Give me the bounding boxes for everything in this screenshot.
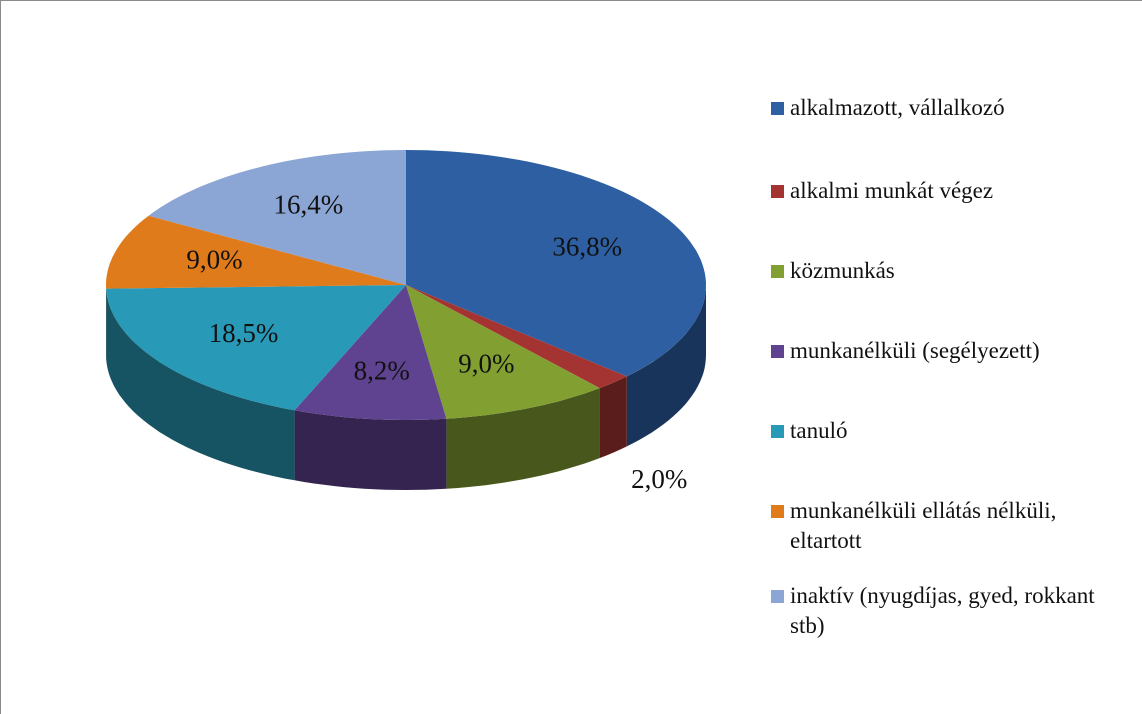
data-label: 9,0% <box>186 245 242 275</box>
data-label: 8,2% <box>354 356 410 386</box>
legend-label: alkalmazott, vállalkozó <box>790 95 1005 120</box>
slice-side <box>626 285 706 447</box>
legend-swatch <box>771 185 784 198</box>
slice <box>148 150 406 285</box>
legend-label: alkalmi munkát végez <box>790 178 994 203</box>
data-label: 16,4% <box>273 190 343 220</box>
data-label: 36,8% <box>552 231 622 261</box>
data-label: 9,0% <box>458 349 514 379</box>
slice <box>406 150 706 377</box>
legend-label: inaktív (nyugdíjas, gyed, rokkant stb) <box>790 583 1095 638</box>
legend-item: alkalmazott, vállalkozó <box>771 93 1101 123</box>
legend-label: munkanélküli ellátás nélküli, eltartott <box>790 498 1057 553</box>
legend-swatch <box>771 102 784 115</box>
legend-item: munkanélküli ellátás nélküli, eltartott <box>771 496 1101 556</box>
legend-item: alkalmi munkát végez <box>771 176 1101 206</box>
slice <box>406 285 600 419</box>
legend-swatch <box>771 425 784 438</box>
slice-side <box>106 288 295 481</box>
slice <box>106 285 406 411</box>
legend-item: közmunkás <box>771 256 1101 286</box>
legend-swatch <box>771 345 784 358</box>
legend-label: tanuló <box>790 418 848 443</box>
legend-label: közmunkás <box>790 258 895 283</box>
legend-label: munkanélküli (segélyezett) <box>790 338 1040 363</box>
legend-swatch <box>771 590 784 603</box>
data-label: 2,0% <box>631 464 687 494</box>
data-label: 18,5% <box>209 318 279 348</box>
slice <box>106 215 406 289</box>
slice-side <box>599 376 627 459</box>
slice <box>406 285 627 389</box>
legend-item: munkanélküli (segélyezett) <box>771 336 1101 366</box>
slice-side <box>446 388 600 489</box>
legend-item: inaktív (nyugdíjas, gyed, rokkant stb) <box>771 581 1101 641</box>
legend-item: tanuló <box>771 416 1101 446</box>
slice-side <box>294 410 447 490</box>
legend-swatch <box>771 505 784 518</box>
slice <box>294 285 447 420</box>
legend-swatch <box>771 265 784 278</box>
